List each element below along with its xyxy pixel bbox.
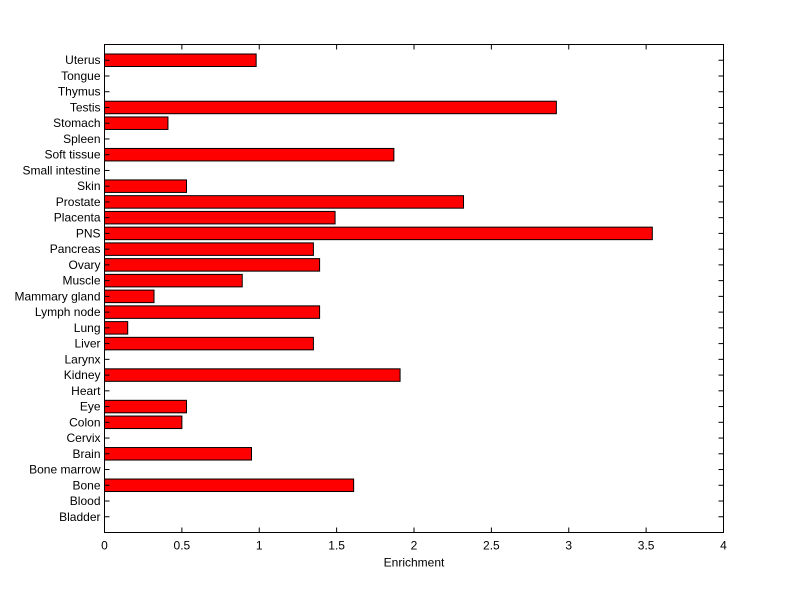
bar-brain — [104, 447, 253, 461]
bar-pancreas — [104, 242, 314, 256]
bar-ovary — [104, 258, 321, 272]
y-tick-label-lung: Lung — [74, 321, 101, 335]
y-tick-label-brain: Brain — [72, 447, 100, 461]
bar-uterus — [104, 53, 257, 67]
x-tick-label-3: 1.5 — [328, 539, 345, 553]
bar-skin — [104, 179, 188, 193]
bar-bone — [104, 478, 355, 493]
y-tick-label-muscle: Muscle — [62, 274, 100, 288]
bar-prostate — [104, 195, 465, 209]
y-tick-label-bladder: Bladder — [59, 510, 100, 524]
y-tick-label-spleen: Spleen — [63, 132, 100, 146]
y-tick-label-kidney: Kidney — [64, 368, 101, 382]
plot-frame — [104, 44, 724, 533]
x-tick-label-8: 4 — [720, 539, 727, 553]
bar-kidney — [104, 368, 401, 382]
x-tick-label-2: 1 — [256, 539, 263, 553]
bar-testis — [104, 100, 557, 115]
bar-muscle — [104, 273, 243, 288]
y-tick-label-skin: Skin — [77, 179, 100, 193]
y-tick-label-colon: Colon — [69, 415, 100, 429]
y-tick-label-blood: Blood — [70, 494, 101, 508]
x-tick-label-7: 3.5 — [638, 539, 655, 553]
y-tick-label-mammary-gland: Mammary gland — [14, 289, 100, 303]
y-tick-label-larynx: Larynx — [64, 352, 100, 366]
y-tick-label-lymph-node: Lymph node — [35, 305, 101, 319]
bar-placenta — [104, 210, 336, 225]
bar-lymph-node — [104, 305, 321, 319]
bar-liver — [104, 336, 314, 351]
bar-soft-tissue — [104, 147, 395, 162]
x-tick-label-4: 2 — [411, 539, 418, 553]
y-tick-label-cervix: Cervix — [66, 431, 100, 445]
bar-pns — [104, 226, 653, 241]
x-tick-labels: 0 0.5 1 1.5 2 2.5 3 3.5 4 — [101, 539, 727, 553]
y-tick-label-ovary: Ovary — [68, 258, 100, 272]
y-tick-label-bone: Bone — [72, 478, 100, 492]
bar-mammary-gland — [104, 289, 155, 304]
y-tick-label-heart: Heart — [71, 384, 101, 398]
x-tick-label-1: 0.5 — [174, 539, 191, 553]
y-tick-label-liver: Liver — [74, 337, 100, 351]
y-tick-label-small-intestine: Small intestine — [22, 163, 100, 177]
y-tick-label-pns: PNS — [76, 226, 101, 240]
y-tick-label-pancreas: Pancreas — [50, 242, 101, 256]
y-tick-label-placenta: Placenta — [54, 211, 101, 225]
bar-colon — [104, 415, 183, 430]
x-tick-label-0: 0 — [101, 539, 108, 553]
y-tick-label-prostate: Prostate — [56, 195, 101, 209]
x-axis-label: Enrichment — [384, 556, 445, 570]
x-tick-label-5: 2.5 — [483, 539, 500, 553]
y-tick-label-uterus: Uterus — [65, 53, 100, 67]
bar-stomach — [104, 116, 169, 130]
y-tick-label-stomach: Stomach — [53, 116, 100, 130]
y-tick-label-soft-tissue: Soft tissue — [44, 148, 100, 162]
y-tick-label-eye: Eye — [80, 400, 101, 414]
y-tick-label-tongue: Tongue — [61, 69, 101, 83]
bar-eye — [104, 399, 188, 414]
y-tick-label-testis: Testis — [70, 100, 101, 114]
y-tick-label-thymus: Thymus — [58, 85, 101, 99]
y-tick-label-bone-marrow: Bone marrow — [29, 463, 101, 477]
bars-group — [104, 53, 653, 493]
x-tick-label-6: 3 — [565, 539, 572, 553]
